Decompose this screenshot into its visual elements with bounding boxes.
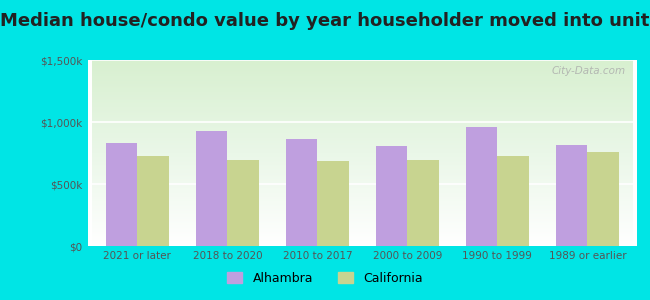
Bar [497,156,529,246]
Bar [286,140,317,246]
Bar [466,127,497,246]
Bar [408,160,439,246]
Bar [376,146,408,246]
Bar [227,160,259,246]
Bar [137,156,169,246]
Bar [106,143,137,246]
Bar [196,131,228,246]
Legend: Alhambra, California: Alhambra, California [221,265,429,291]
Text: Median house/condo value by year householder moved into unit: Median house/condo value by year househo… [0,12,650,30]
Bar [317,161,349,246]
Bar [556,145,588,246]
Bar [588,152,619,246]
Text: City-Data.com: City-Data.com [552,66,626,76]
